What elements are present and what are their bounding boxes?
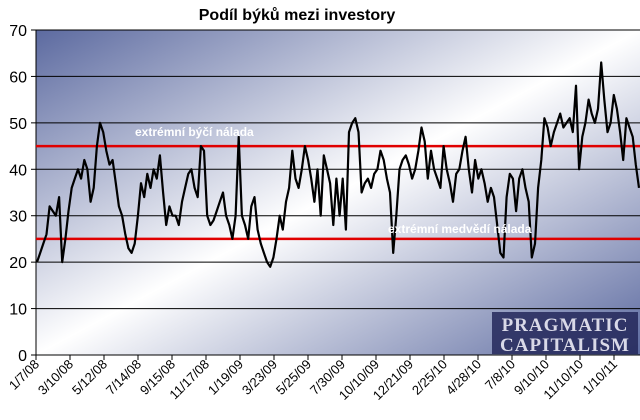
y-tick-label: 30 [9,209,27,226]
y-tick-label: 10 [9,302,27,319]
x-tick-label: 1/10/11 [580,357,621,398]
watermark-line-1: PRAGMATIC [502,315,629,336]
series-line [35,61,640,268]
grid-lines [36,29,640,356]
watermark-line-2: CAPITALISM [500,335,630,356]
y-axis-ticks: 0 10 20 30 40 50 60 70 [9,23,37,365]
y-tick-label: 0 [18,348,27,365]
y-tick-label: 40 [9,162,27,179]
y-tick-label: 50 [9,116,27,133]
reference-label-bearish: extrémní medvědí nálada [388,222,532,236]
y-tick-label: 70 [9,23,27,40]
x-tick-label: 5/12/08 [69,357,110,398]
y-tick-label: 60 [9,69,27,86]
watermark: PRAGMATIC CAPITALISM [492,312,638,356]
x-tick-label: 2/25/10 [409,357,450,398]
reference-label-bullish: extrémní býčí nálada [135,125,254,139]
reference-lines [36,144,640,241]
x-tick-label: 1/19/09 [205,357,246,398]
chart-title: Podíl býků mezi investory [199,7,396,24]
x-tick-label: 7/14/08 [103,357,144,398]
x-tick-label: 3/23/09 [239,357,280,398]
x-tick-label: 5/25/09 [273,357,314,398]
x-tick-label: 4/28/10 [443,357,484,398]
x-axis-ticks: 1/7/083/10/085/12/087/14/089/15/0811/17/… [6,355,620,403]
x-tick-label: 3/10/08 [35,357,76,398]
y-tick-label: 20 [9,255,27,272]
